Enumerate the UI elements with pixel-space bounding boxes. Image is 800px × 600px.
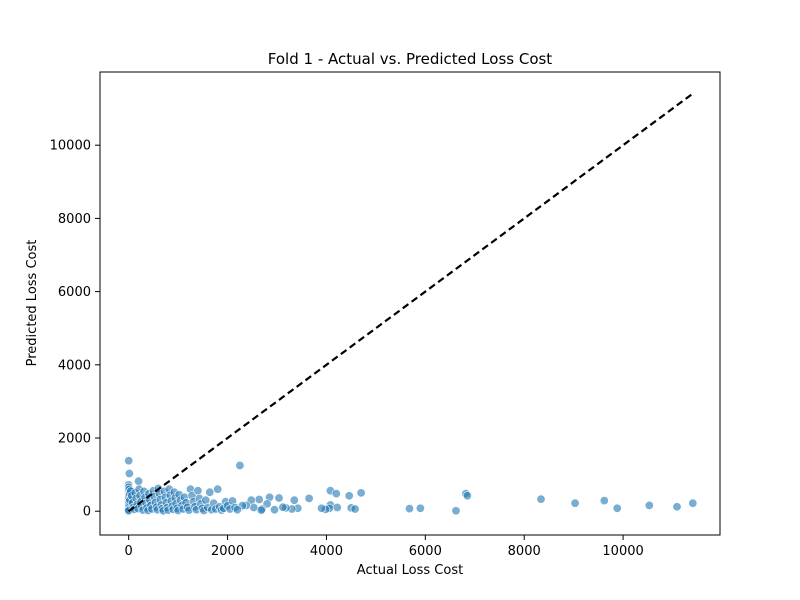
data-point [570, 498, 580, 508]
y-tick-label: 6000 [58, 285, 91, 300]
points-layer [124, 456, 698, 516]
data-point [612, 503, 622, 513]
data-point [205, 487, 215, 497]
data-point [536, 494, 546, 504]
x-tick-label: 6000 [409, 544, 442, 559]
data-point [235, 460, 245, 470]
x-axis-label: Actual Loss Cost [357, 563, 463, 578]
data-point [404, 504, 414, 514]
data-point [124, 456, 134, 466]
data-point [124, 468, 134, 478]
data-point [462, 491, 472, 501]
data-point [644, 500, 654, 510]
y-tick-label: 2000 [58, 432, 91, 447]
x-tick-label: 2000 [211, 544, 244, 559]
reference-line-layer [128, 93, 693, 513]
data-point [274, 493, 284, 503]
plot-frame [99, 71, 721, 536]
data-point [232, 505, 242, 515]
data-point [249, 502, 259, 512]
data-point [344, 491, 354, 501]
data-point [193, 486, 203, 496]
data-point [278, 502, 288, 512]
y-tick-label: 8000 [58, 212, 91, 227]
y-axis-ticks: 0 2000 4000 6000 8000 10000 [50, 139, 100, 520]
y-tick-label: 4000 [58, 358, 91, 373]
data-point [213, 484, 223, 494]
y-tick-label: 0 [83, 505, 91, 520]
x-tick-label: 8000 [508, 544, 541, 559]
y-tick-label: 10000 [50, 139, 91, 154]
data-point [451, 506, 461, 516]
data-point [304, 493, 314, 503]
chart-title: Fold 1 - Actual vs. Predicted Loss Cost [268, 50, 553, 68]
data-point [134, 476, 144, 486]
x-tick-label: 10000 [602, 544, 643, 559]
data-point [316, 503, 326, 513]
data-point [688, 498, 698, 508]
data-point [254, 494, 264, 504]
data-point [332, 502, 342, 512]
x-axis-ticks: 0 2000 4000 6000 8000 10000 [125, 535, 644, 559]
data-point [331, 489, 341, 499]
data-point [356, 488, 366, 498]
data-point [599, 496, 609, 506]
x-tick-label: 4000 [310, 544, 343, 559]
reference-line [128, 93, 693, 513]
data-point [289, 495, 299, 505]
y-axis-label: Predicted Loss Cost [25, 240, 40, 367]
data-point [350, 504, 360, 514]
data-point [672, 502, 682, 512]
data-point [415, 503, 425, 513]
x-tick-label: 0 [125, 544, 133, 559]
data-point [269, 505, 279, 515]
